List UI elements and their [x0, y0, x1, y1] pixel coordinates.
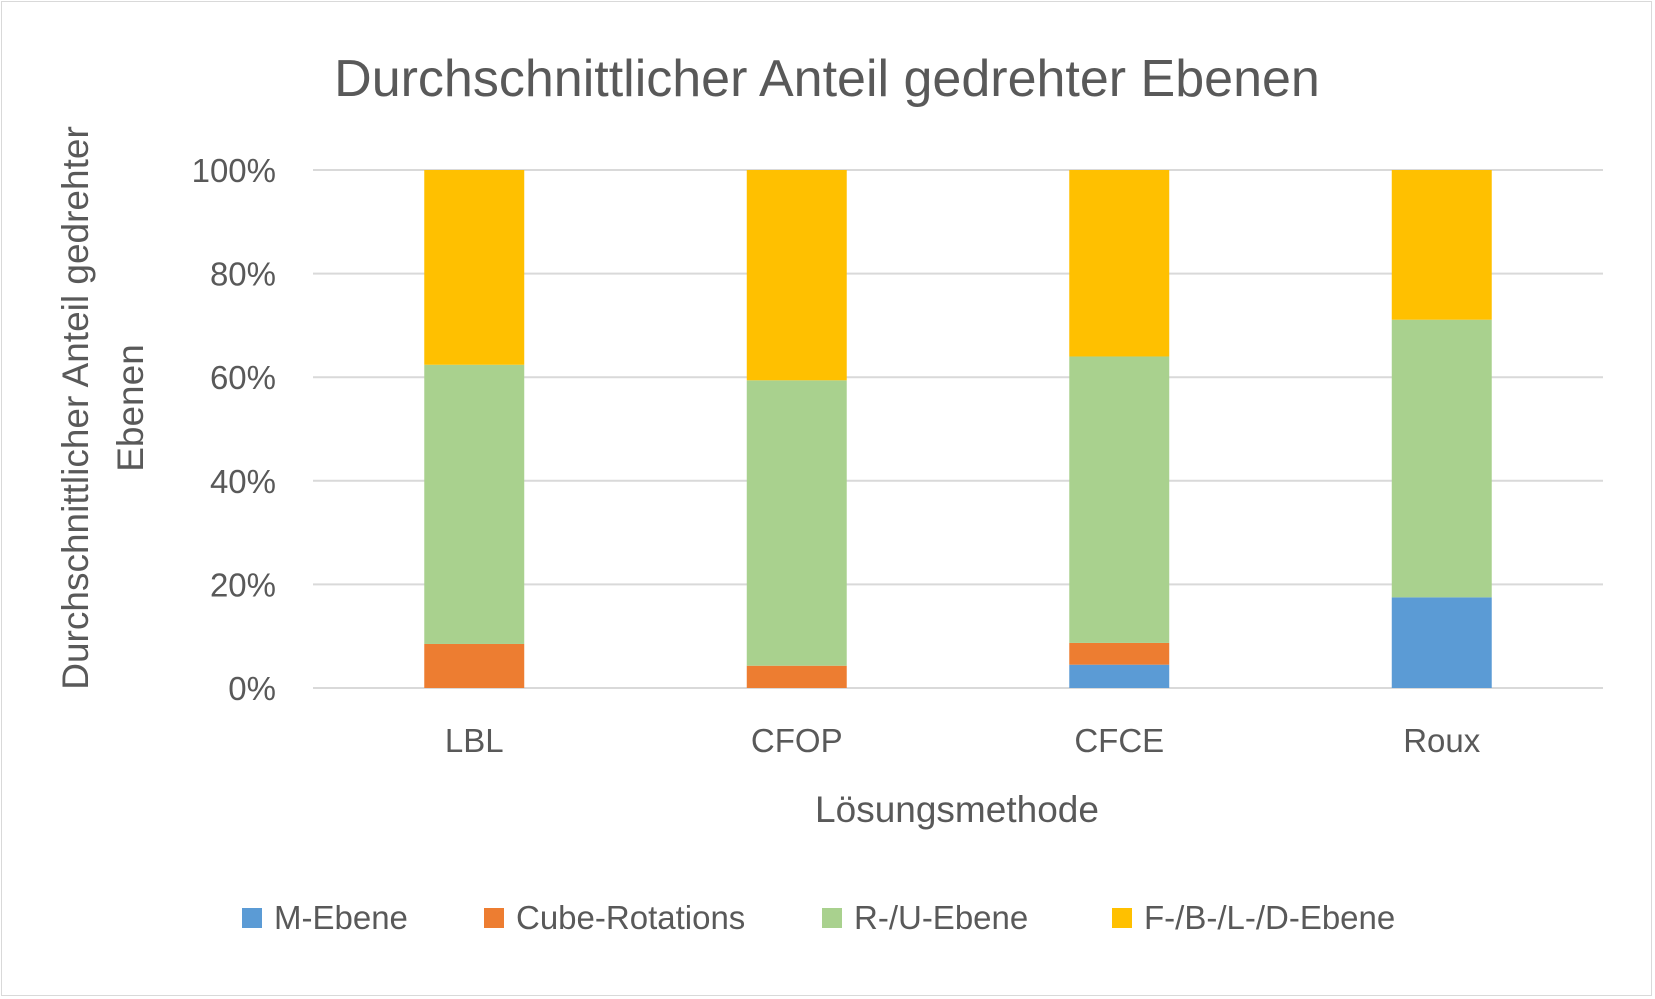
gridlines: [313, 169, 1603, 689]
legend: M-Ebene Cube-Rotations R-/U-Ebene F-/B-/L-/…: [242, 899, 1395, 936]
bar-cfce-series-3: [1069, 170, 1170, 357]
bar-cfop-series-2: [746, 380, 847, 666]
bar-cfop-series-3: [746, 170, 847, 381]
legend-swatch-2: [822, 908, 842, 928]
chart-title: Durchschnittlicher Anteil gedrehter Eben…: [334, 50, 1320, 108]
y-axis-title: Durchschnittlicher Anteil gedrehter Eben…: [55, 126, 151, 690]
bar-cfce-series-1: [1069, 642, 1170, 665]
x-axis-title: Lösungsmethode: [815, 789, 1099, 830]
y-tick-label-80: 80%: [210, 256, 276, 293]
y-tick-label-0: 0%: [228, 670, 276, 707]
bar-cfce-series-2: [1069, 356, 1170, 643]
bar-cfop-series-1: [746, 665, 847, 688]
bar-roux-series-3: [1391, 170, 1492, 320]
bars: [424, 170, 1492, 688]
x-tick-label-lbl: LBL: [445, 722, 504, 759]
legend-swatch-0: [242, 908, 262, 928]
legend-swatch-1: [484, 908, 504, 928]
y-tick-label-60: 60%: [210, 359, 276, 396]
bar-cfce-series-0: [1069, 664, 1170, 688]
y-axis-tick-labels: 0% 20% 40% 60% 80% 100%: [192, 152, 276, 707]
x-tick-label-cfce: CFCE: [1074, 722, 1164, 759]
legend-label-2: R-/U-Ebene: [854, 899, 1028, 936]
x-tick-label-cfop: CFOP: [751, 722, 843, 759]
legend-swatch-3: [1112, 908, 1132, 928]
legend-label-1: Cube-Rotations: [516, 899, 745, 936]
y-tick-label-40: 40%: [210, 463, 276, 500]
x-axis-category-labels: LBL CFOP CFCE Roux: [445, 722, 1481, 759]
bar-lbl-series-2: [424, 364, 525, 644]
bar-lbl-series-1: [424, 643, 525, 688]
bar-roux-series-0: [1391, 597, 1492, 688]
bar-roux-series-2: [1391, 319, 1492, 598]
y-tick-label-100: 100%: [192, 152, 276, 189]
y-tick-label-20: 20%: [210, 566, 276, 603]
legend-label-3: F-/B-/L-/D-Ebene: [1144, 899, 1395, 936]
x-tick-label-roux: Roux: [1403, 722, 1481, 759]
legend-label-0: M-Ebene: [274, 899, 408, 936]
y-axis-title-line-2: Ebenen: [110, 344, 151, 472]
bar-lbl-series-3: [424, 170, 525, 365]
y-axis-title-line-1: Durchschnittlicher Anteil gedrehter: [55, 126, 96, 690]
